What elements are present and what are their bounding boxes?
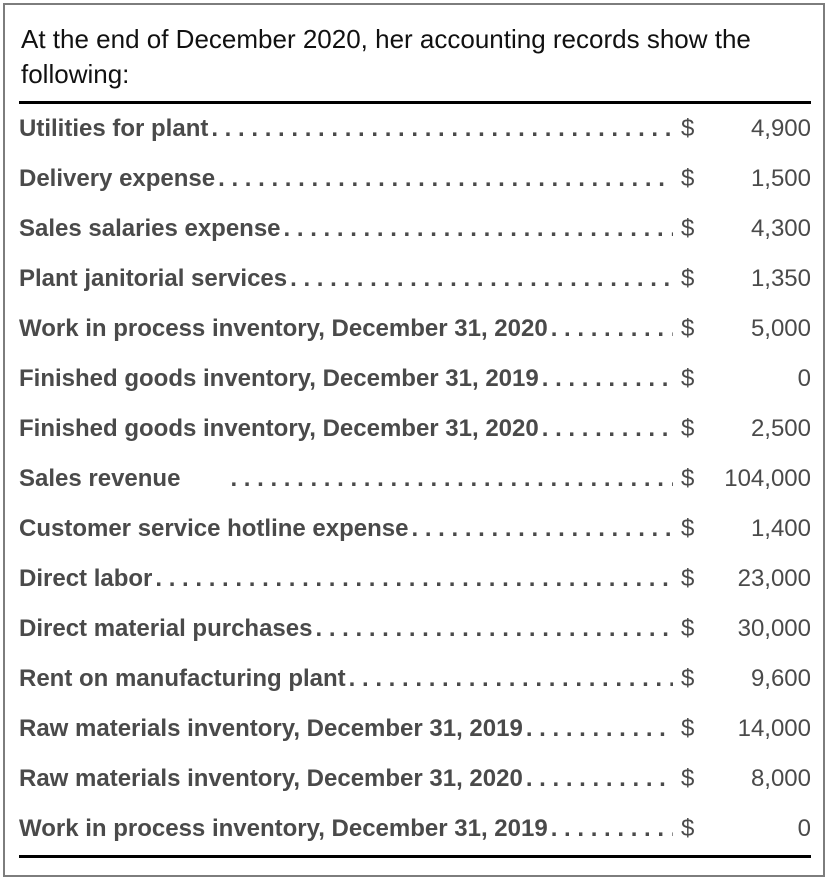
accounting-records-panel: At the end of December 2020, her account… xyxy=(3,3,825,877)
dot-leader xyxy=(208,104,673,154)
currency-symbol: $ xyxy=(681,265,695,292)
table-row: Raw materials inventory, December 31, 20… xyxy=(19,704,811,754)
dot-leader xyxy=(287,254,673,304)
row-amount: 8,000 xyxy=(750,765,811,792)
currency-symbol: $ xyxy=(681,115,695,142)
dot-leader xyxy=(548,804,673,854)
currency-symbol: $ xyxy=(681,665,695,692)
row-amount: 9,600 xyxy=(750,665,811,692)
row-amount: 0 xyxy=(797,815,811,842)
row-label: Direct labor xyxy=(19,565,153,592)
dot-leader xyxy=(346,654,673,704)
row-amount: 1,400 xyxy=(750,515,811,542)
dot-leader xyxy=(180,454,673,504)
table-row: Direct material purchases $ 30,000 xyxy=(19,604,811,654)
row-label: Rent on manufacturing plant xyxy=(19,665,346,692)
row-label: Sales revenue xyxy=(19,465,181,492)
records-table: Utilities for plant $ 4,900 Delivery exp… xyxy=(19,104,811,854)
row-amount: 2,500 xyxy=(750,415,811,442)
table-row: Direct labor $ 23,000 xyxy=(19,554,811,604)
divider-top xyxy=(19,101,811,104)
row-label: Customer service hotline expense xyxy=(19,515,409,542)
dot-leader xyxy=(539,404,673,454)
row-amount: 1,500 xyxy=(750,165,811,192)
row-label: Finished goods inventory, December 31, 2… xyxy=(19,365,539,392)
row-amount: 1,350 xyxy=(750,265,811,292)
currency-symbol: $ xyxy=(681,365,695,392)
dot-leader xyxy=(408,504,673,554)
table-row: Finished goods inventory, December 31, 2… xyxy=(19,404,811,454)
row-amount: 23,000 xyxy=(737,565,811,592)
row-amount: 14,000 xyxy=(737,715,811,742)
table-row: Raw materials inventory, December 31, 20… xyxy=(19,754,811,804)
row-label: Sales salaries expense xyxy=(19,215,281,242)
table-row: Delivery expense $ 1,500 xyxy=(19,154,811,204)
table-row: Plant janitorial services $ 1,350 xyxy=(19,254,811,304)
row-amount: 0 xyxy=(797,365,811,392)
currency-symbol: $ xyxy=(681,315,695,342)
currency-symbol: $ xyxy=(681,815,695,842)
table-row: Finished goods inventory, December 31, 2… xyxy=(19,354,811,404)
table-row: Work in process inventory, December 31, … xyxy=(19,304,811,354)
row-amount: 104,000 xyxy=(724,465,811,492)
dot-leader xyxy=(215,154,673,204)
row-label: Direct material purchases xyxy=(19,615,313,642)
table-row: Customer service hotline expense $ 1,400 xyxy=(19,504,811,554)
dot-leader xyxy=(548,304,673,354)
table-row: Sales salaries expense $ 4,300 xyxy=(19,204,811,254)
table-row: Sales revenue $ 104,000 xyxy=(19,454,811,504)
dot-leader xyxy=(539,354,673,404)
row-label: Raw materials inventory, December 31, 20… xyxy=(19,765,523,792)
row-label: Raw materials inventory, December 31, 20… xyxy=(19,715,523,742)
divider-bottom xyxy=(19,855,811,858)
row-amount: 5,000 xyxy=(750,315,811,342)
row-label: Work in process inventory, December 31, … xyxy=(19,815,548,842)
table-row: Utilities for plant $ 4,900 xyxy=(19,104,811,154)
dot-leader xyxy=(312,604,673,654)
currency-symbol: $ xyxy=(681,715,695,742)
currency-symbol: $ xyxy=(681,415,695,442)
row-amount: 4,900 xyxy=(750,115,811,142)
row-label: Work in process inventory, December 31, … xyxy=(19,315,548,342)
currency-symbol: $ xyxy=(681,465,695,492)
currency-symbol: $ xyxy=(681,615,695,642)
row-label: Finished goods inventory, December 31, 2… xyxy=(19,415,539,442)
currency-symbol: $ xyxy=(681,565,695,592)
row-label: Utilities for plant xyxy=(19,115,209,142)
row-amount: 30,000 xyxy=(737,615,811,642)
currency-symbol: $ xyxy=(681,165,695,192)
currency-symbol: $ xyxy=(681,765,695,792)
row-label: Plant janitorial services xyxy=(19,265,288,292)
dot-leader xyxy=(523,704,673,754)
currency-symbol: $ xyxy=(681,515,695,542)
currency-symbol: $ xyxy=(681,215,695,242)
dot-leader xyxy=(281,204,673,254)
table-row: Work in process inventory, December 31, … xyxy=(19,804,811,854)
dot-leader xyxy=(523,754,673,804)
table-row: Rent on manufacturing plant $ 9,600 xyxy=(19,654,811,704)
dot-leader xyxy=(152,554,673,604)
row-label: Delivery expense xyxy=(19,165,216,192)
intro-text: At the end of December 2020, her account… xyxy=(21,24,751,89)
row-amount: 4,300 xyxy=(750,215,811,242)
